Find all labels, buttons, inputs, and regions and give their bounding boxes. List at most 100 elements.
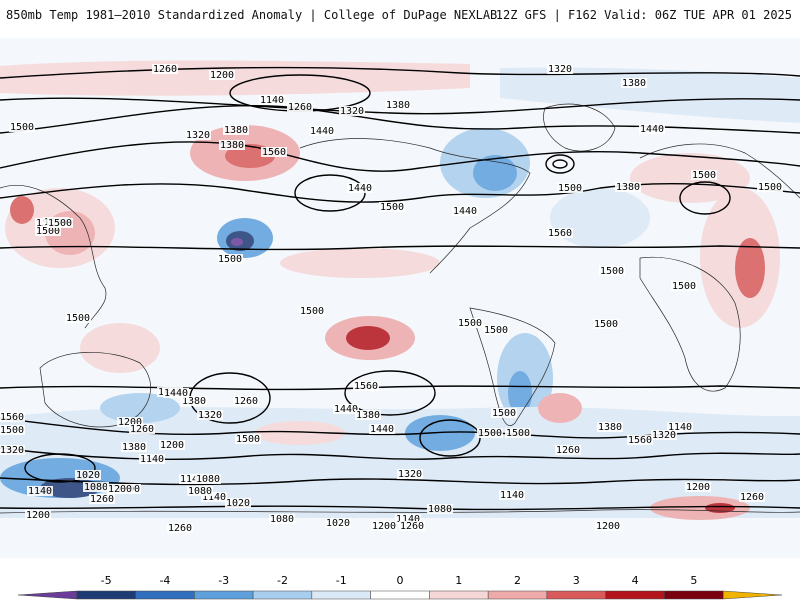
contour-label-bg bbox=[25, 510, 51, 520]
contour-label-bg bbox=[89, 494, 115, 504]
contour-label: 1260 bbox=[740, 492, 764, 503]
contour-label: 1140 bbox=[260, 95, 284, 106]
contour-label-bg bbox=[0, 412, 25, 422]
contour-label: 1500 bbox=[66, 313, 90, 324]
colorbar-tick-label: 1 bbox=[455, 574, 462, 587]
contour-label-bg bbox=[261, 147, 287, 157]
contour-label: 1380 bbox=[386, 100, 410, 111]
contour-label: 1440 bbox=[453, 206, 477, 217]
contour-label-bg bbox=[325, 518, 351, 528]
contour-label-bg bbox=[159, 440, 185, 450]
contour-label: 1260 bbox=[130, 424, 154, 435]
contour-label-bg bbox=[505, 428, 531, 438]
contour-label: 1560 bbox=[0, 412, 24, 423]
contour-label-bg bbox=[547, 228, 573, 238]
contour-label: 1560 bbox=[548, 228, 572, 239]
contour-label-bg bbox=[107, 484, 133, 494]
contour-label-bg bbox=[185, 130, 211, 140]
contour-label: 1200 bbox=[118, 417, 142, 428]
contour-label-bg bbox=[152, 64, 178, 74]
contour-label: 1380 bbox=[220, 140, 244, 151]
contour-label-bg bbox=[597, 422, 623, 432]
height-contours bbox=[0, 66, 800, 511]
contour-label-bg bbox=[339, 106, 365, 116]
colorbar-tick-label: 3 bbox=[573, 574, 580, 587]
contour-label-bg bbox=[225, 498, 251, 508]
colorbar-tick-label: 4 bbox=[632, 574, 639, 587]
contour-label-bg bbox=[309, 126, 335, 136]
contour-label: 1440 bbox=[370, 424, 394, 435]
colorbar-band bbox=[722, 590, 783, 600]
contour-label: 1440 bbox=[164, 388, 188, 399]
contour-label-bg bbox=[685, 482, 711, 492]
contour-label: 1140 bbox=[140, 454, 164, 465]
contour-label-bg bbox=[667, 422, 693, 432]
contour-label-bg bbox=[347, 183, 373, 193]
contour-label-bg bbox=[333, 404, 359, 414]
contour-label: 1020 bbox=[76, 470, 100, 481]
contour-label-bg bbox=[35, 226, 61, 236]
contour-label: 1200 bbox=[26, 510, 50, 521]
contour-label: 1380 bbox=[182, 396, 206, 407]
contour-label-bg bbox=[595, 521, 621, 531]
contour-label-bg bbox=[217, 254, 243, 264]
map-panel[interactable]: 1260 1200 1140 1320 1380 1260 1320 1380 1440 1380… bbox=[0, 38, 800, 558]
colorbar-band bbox=[546, 590, 606, 600]
colorbar-tick-label: 0 bbox=[397, 574, 404, 587]
contour-label-bg bbox=[557, 183, 583, 193]
colorbar-tick-label: 2 bbox=[514, 574, 521, 587]
contour-label-bg bbox=[427, 504, 453, 514]
contour-label: 1500 bbox=[484, 325, 508, 336]
contour-label-bg bbox=[355, 410, 381, 420]
contour-label: 1200 bbox=[210, 70, 234, 81]
colorbar-tick-label: 5 bbox=[690, 574, 697, 587]
contour-label: 1140 bbox=[180, 474, 204, 485]
contour-label: 1200 bbox=[160, 440, 184, 451]
colorbar-band bbox=[252, 590, 313, 600]
contour-label-bg bbox=[201, 492, 227, 502]
contour-label: 1440 bbox=[334, 404, 358, 415]
contour-label: 1500 bbox=[600, 266, 624, 277]
contour-label: 1020 bbox=[226, 498, 250, 509]
contour-label-bg bbox=[179, 474, 205, 484]
contour-label: 1200 bbox=[596, 521, 620, 532]
contour-label-bg bbox=[397, 469, 423, 479]
contour-label-bg bbox=[369, 424, 395, 434]
contour-label: 1500 bbox=[492, 408, 516, 419]
contour-label: 1380 bbox=[122, 442, 146, 453]
colorbar-band bbox=[76, 590, 136, 600]
contour-label-bg bbox=[287, 102, 313, 112]
colorbar-band bbox=[429, 590, 489, 600]
contour-label: 1260 bbox=[168, 523, 192, 534]
contour-label-bg bbox=[75, 470, 101, 480]
contour-label-bg bbox=[477, 428, 503, 438]
contour-label-bg bbox=[121, 442, 147, 452]
contour-label: 1320 bbox=[398, 469, 422, 480]
contour-label-bg bbox=[547, 64, 573, 74]
contour-label: 1140 bbox=[28, 486, 52, 497]
contour-label: 1260 bbox=[556, 445, 580, 456]
contour-label: 1560 bbox=[628, 435, 652, 446]
contour-label-bg bbox=[269, 514, 295, 524]
contour-label-bg bbox=[223, 125, 249, 135]
colorbar-bands bbox=[17, 590, 783, 600]
contour-label-bg bbox=[129, 424, 155, 434]
contour-label: 1080 bbox=[196, 474, 220, 485]
contour-label-bg bbox=[83, 482, 109, 492]
contour-label: 1500 bbox=[300, 306, 324, 317]
contour-label: 1140 bbox=[668, 422, 692, 433]
contour-label: 1320 bbox=[0, 445, 24, 456]
colorbar-band bbox=[194, 590, 254, 600]
contour-label-bg bbox=[47, 218, 73, 228]
contour-label: 1260 bbox=[234, 396, 258, 407]
contour-label: 1320 bbox=[548, 64, 572, 75]
contour-label-bg bbox=[555, 445, 581, 455]
colorbar-band bbox=[664, 590, 724, 600]
contour-label: 1140 bbox=[500, 490, 524, 501]
contour-label-bg bbox=[691, 170, 717, 180]
contour-label: 1500 bbox=[758, 182, 782, 193]
contour-label-bg bbox=[219, 140, 245, 150]
contour-label: 1380 bbox=[598, 422, 622, 433]
contour-label: 1020 bbox=[326, 518, 350, 529]
